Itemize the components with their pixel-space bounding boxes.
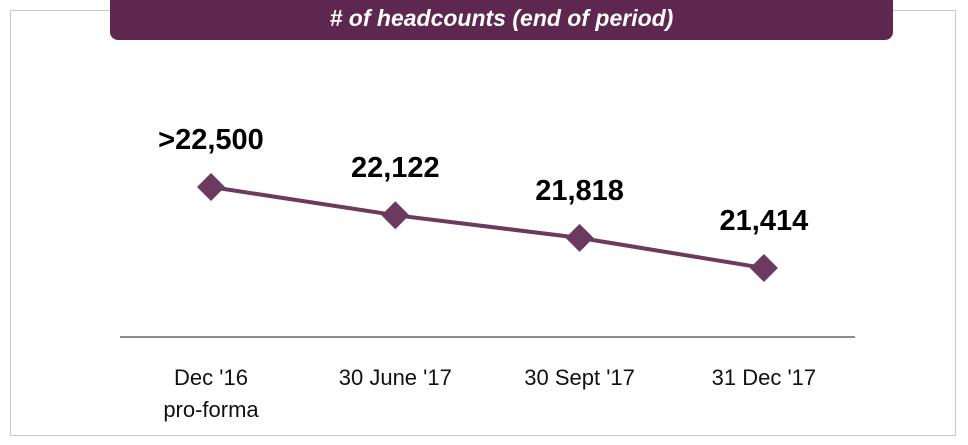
point	[565, 223, 594, 252]
point	[749, 254, 778, 282]
line	[210, 185, 765, 270]
point	[381, 201, 410, 230]
point	[197, 173, 225, 201]
x-tick-label: 30 June '17	[338, 365, 452, 390]
data-label: >22,500	[158, 124, 264, 156]
data-label: 21,818	[535, 175, 624, 207]
x-tick-label: Dec '16 pro-forma	[163, 365, 259, 422]
data-label: 22,122	[351, 152, 440, 184]
chart-title: # of headcounts (end of period)	[110, 0, 893, 40]
x-tick-label: 31 Dec '17	[711, 365, 817, 390]
x-tick-label: 30 Sept '17	[524, 365, 635, 390]
data-label: 21,414	[720, 205, 809, 237]
